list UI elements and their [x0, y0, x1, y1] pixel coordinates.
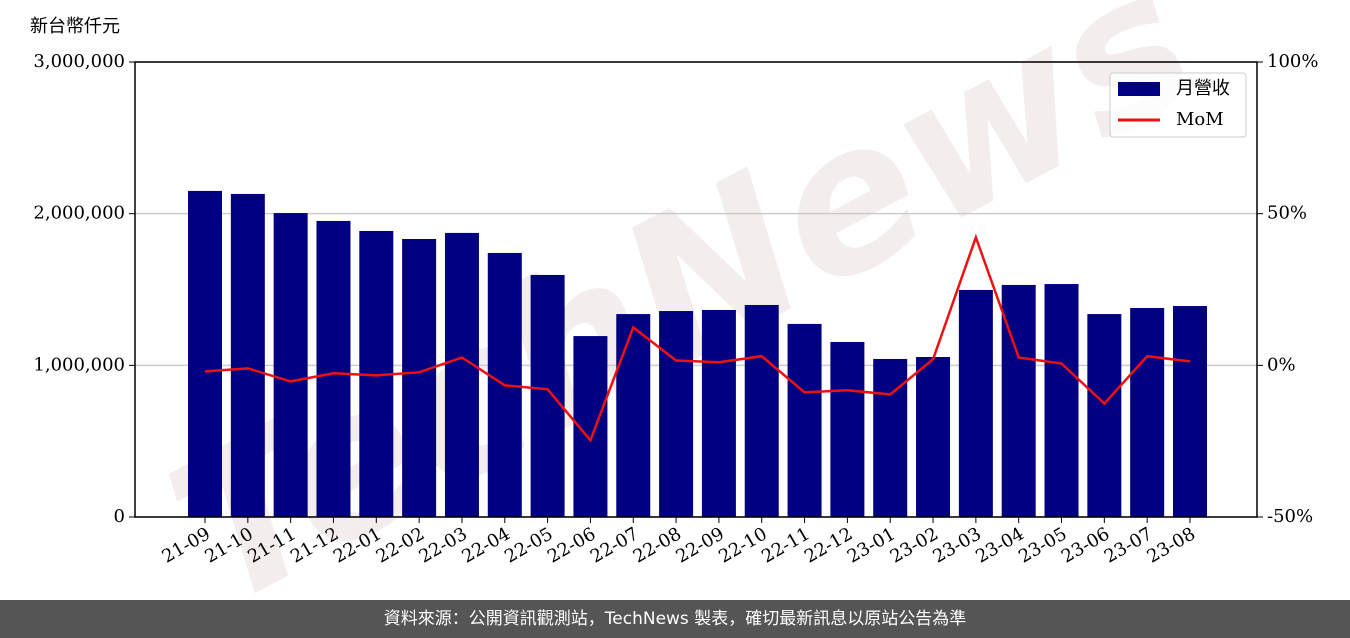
bar — [273, 213, 308, 517]
bar — [316, 220, 351, 518]
x-tick-label: 22-11 — [758, 523, 813, 567]
legend-swatch — [1118, 82, 1160, 96]
y-axis-label: 新台幣仟元 — [30, 16, 120, 37]
y2-tick-label: 100% — [1267, 51, 1318, 72]
x-tick-label: 22-08 — [630, 523, 685, 567]
bar — [1130, 308, 1165, 517]
y2-tick-label: 50% — [1267, 203, 1307, 224]
x-tick-label: 22-06 — [544, 523, 599, 567]
bar — [744, 304, 779, 517]
bar — [1087, 314, 1122, 517]
y-tick-label: 3,000,000 — [33, 51, 125, 72]
bar — [830, 341, 865, 517]
x-tick-label: 22-09 — [672, 523, 727, 567]
bar — [230, 193, 265, 517]
bar — [530, 274, 565, 517]
x-tick-label: 23-01 — [844, 523, 899, 567]
bar — [402, 238, 437, 517]
bar — [188, 190, 222, 517]
plot-frame — [134, 61, 1258, 518]
bar — [701, 309, 736, 517]
x-tick-label: 22-10 — [715, 523, 770, 567]
x-tick-label: 22-05 — [501, 523, 556, 567]
x-tick-label: 22-12 — [801, 523, 856, 567]
y2-tick-label: -50% — [1267, 506, 1313, 527]
bar — [1001, 284, 1036, 517]
legend: 月營收 MoM — [1109, 72, 1247, 138]
y-tick-label: 1,000,000 — [33, 354, 125, 375]
bar — [916, 356, 951, 517]
x-tick-label: 23-07 — [1101, 523, 1156, 567]
y-tick-label: 0 — [114, 506, 125, 527]
bar — [444, 232, 479, 517]
bar — [958, 289, 993, 517]
x-tick-label: 23-03 — [929, 523, 984, 567]
x-tick-label: 23-05 — [1015, 523, 1070, 567]
bar — [1173, 306, 1207, 517]
bar — [1044, 284, 1079, 517]
chart: 新台幣仟元 TechNews 01,000,0002,000,0003,000,… — [30, 0, 1318, 638]
bar — [616, 314, 651, 517]
bar — [659, 311, 694, 517]
x-tick-label: 23-04 — [972, 523, 1027, 567]
legend-label: 月營收 — [1176, 78, 1230, 99]
bar — [787, 323, 822, 517]
legend-label: MoM — [1176, 109, 1224, 130]
x-tick-label: 23-08 — [1144, 523, 1199, 567]
x-tick-label: 23-02 — [887, 523, 942, 567]
line — [204, 233, 1191, 443]
x-tick-label: 22-07 — [587, 523, 642, 567]
bar — [873, 358, 908, 517]
y-tick-label: 2,000,000 — [33, 203, 125, 224]
footer: 資料來源：公開資訊觀測站，TechNews 製表，確切最新訊息以原站公告為準 — [0, 600, 1350, 638]
x-tick-label: 23-06 — [1058, 523, 1113, 567]
y2-tick-label: 0% — [1267, 354, 1296, 375]
